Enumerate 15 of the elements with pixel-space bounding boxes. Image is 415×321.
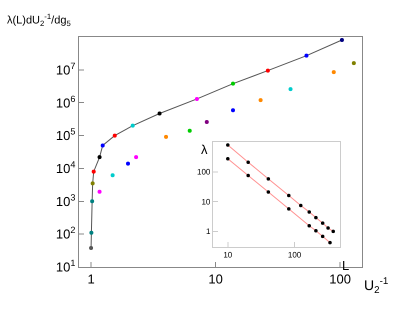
- y-tick-label: 100: [197, 168, 211, 177]
- y-tick-label: 10$^{4}$: [56, 160, 76, 176]
- y-tick-label: 10: [201, 197, 211, 206]
- x-tick-label: 100: [329, 272, 351, 287]
- x-axis-title: L: [342, 258, 350, 273]
- y-axis-title: λ: [201, 142, 208, 157]
- y-tick-label: 10$^{1}$: [56, 258, 76, 275]
- y-tick-label: 1: [206, 227, 211, 236]
- x-tick-label: 1: [87, 272, 95, 287]
- y-tick-label: 10$^{6}$: [56, 94, 76, 110]
- y-axis-title: λ(L)dU$_{2}$$^{-1}$/dg$_{5}$: [7, 12, 71, 28]
- y-tick-label: 10$^{7}$: [56, 60, 76, 78]
- y-tick-label: 10$^{2}$: [56, 225, 76, 242]
- y-tick-label: 10$^{3}$: [56, 192, 76, 209]
- y-tick-label: 10$^{5}$: [56, 126, 76, 144]
